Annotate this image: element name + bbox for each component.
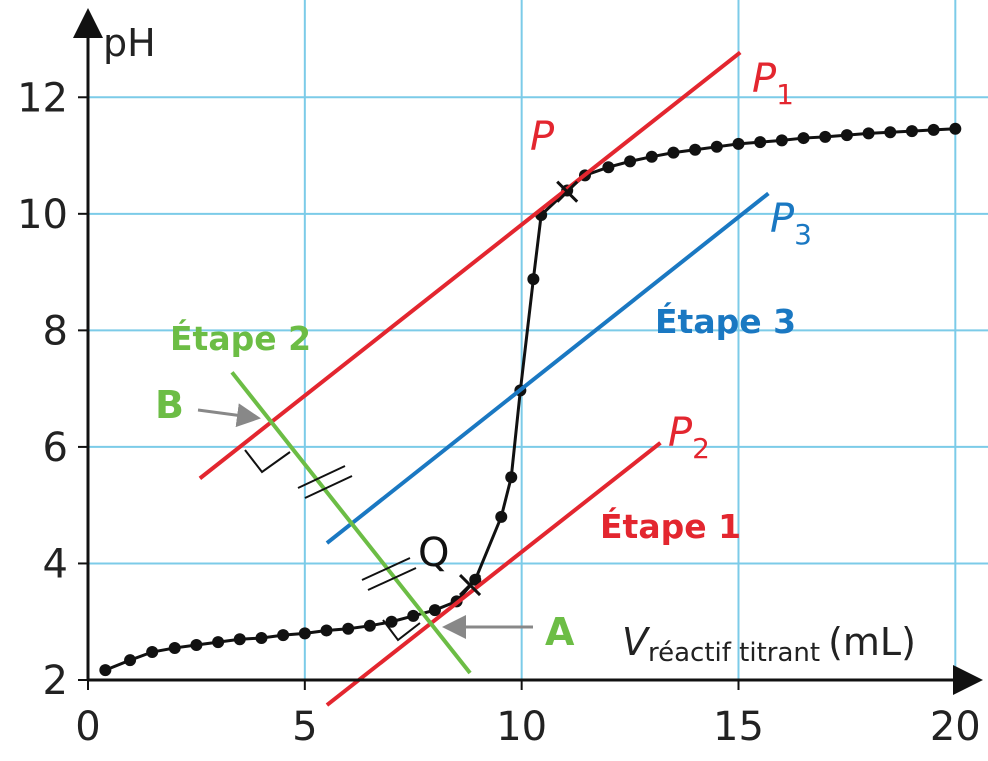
y-tick-label: 4 [43,541,68,587]
x-axis-label: Vréactif titrant (mL) [622,620,916,668]
data-point [190,639,203,652]
point-label: P [530,114,555,160]
arrow [197,403,261,428]
x-tick-label: 15 [713,704,764,750]
data-point [495,510,508,523]
line-label-sub: 2 [692,432,710,465]
line-label: P1 [752,56,794,111]
x-tick-label: 10 [496,704,547,750]
step-label: Étape 3 [655,301,796,341]
data-point [840,129,853,142]
data-point [233,633,246,646]
step-label: Étape 2 [170,318,311,358]
data-point [342,622,355,635]
x-tick-label: 0 [75,704,100,750]
data-point [277,629,290,642]
line [325,191,770,545]
arrow-label: B [155,383,184,427]
x-tick-label: 20 [930,704,981,750]
y-axis-label: pH [103,21,156,65]
data-point [819,130,832,143]
point-label: Q [418,530,449,576]
right-angle [382,619,421,642]
line-label-sub: 3 [794,218,812,251]
data-point [602,161,615,174]
data-point [363,619,376,632]
line [325,441,662,707]
construction-marks [197,403,533,642]
line-label-main: P [752,56,777,102]
titration-curve [104,127,956,672]
equal-tick [297,465,353,499]
y-tick-label: 8 [43,308,68,354]
data-point [797,132,810,145]
data-point [527,273,540,286]
line-label-main: P [770,196,795,242]
data-point [385,615,398,628]
data-point [905,125,918,138]
y-tick-label: 10 [17,192,68,238]
cross-mark [556,180,579,203]
data-point [710,140,723,153]
x-tick-label: 5 [292,704,317,750]
step-label: Étape 1 [600,506,741,546]
data-point [505,471,518,484]
data-point [146,646,159,659]
data-point [667,146,680,159]
x-label-unit: (mL) [828,620,916,664]
data-point [212,636,225,649]
data-point [124,654,137,667]
data-point [428,604,441,617]
data-point [645,150,658,163]
data-point [99,664,112,677]
cross-mark [458,573,482,597]
line-label-main: P [668,410,693,456]
line-label-sub: 1 [776,78,794,111]
data-point [927,123,940,136]
data-point [689,143,702,156]
y-tick-label: 12 [17,75,68,121]
data-point [949,122,962,135]
equal-tick [361,557,417,591]
data-point [407,609,420,622]
line-label: P2 [668,410,710,465]
data-point [884,126,897,139]
y-tick-label: 2 [43,658,68,704]
y-tick-label: 6 [43,425,68,471]
data-point [732,137,745,150]
data-point [624,155,637,168]
data-point [298,627,311,640]
data-point [775,134,788,147]
x-label-sub: réactif titrant [648,638,820,668]
data-point [168,641,181,654]
data-point [320,624,333,637]
line [230,371,472,675]
line-label: P3 [770,196,812,251]
data-point [255,632,268,645]
right-angle [244,449,291,474]
line [198,50,742,480]
data-point [754,136,767,149]
data-point [862,127,875,140]
arrow-label: A [545,610,575,654]
x-label-main: V [622,620,651,664]
